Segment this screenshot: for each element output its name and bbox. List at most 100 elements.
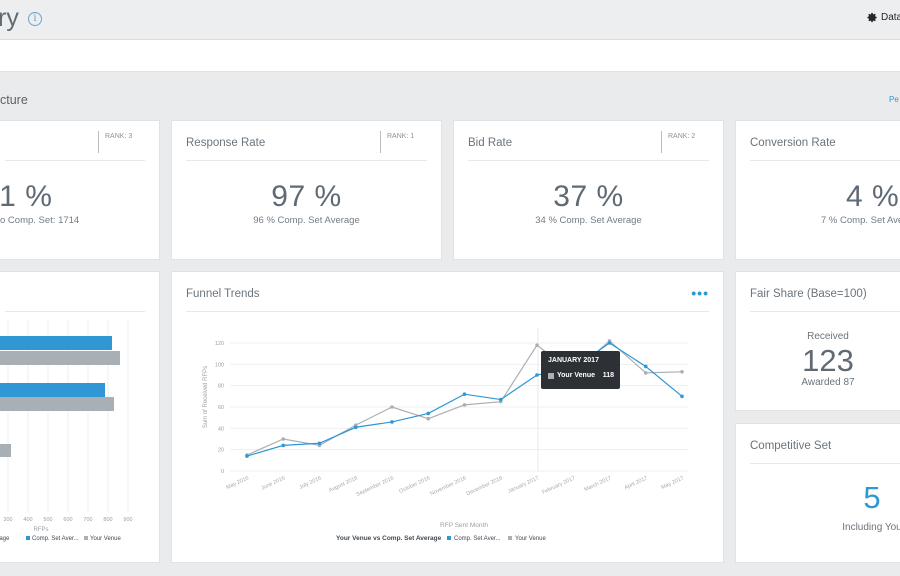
page-title: ry <box>0 4 19 32</box>
section-link[interactable]: Pe <box>889 95 899 104</box>
rank-badge: RANK: 1 <box>380 131 414 153</box>
more-horizontal-icon[interactable]: ••• <box>691 285 709 301</box>
legend-item: Your Venue <box>515 536 546 542</box>
legend-swatch-comp-set <box>26 536 30 540</box>
data-point <box>680 370 684 374</box>
data-point <box>462 392 467 396</box>
bar-your-venue-2 <box>0 397 114 411</box>
card-divider <box>186 160 427 161</box>
legend-item: verage <box>0 536 10 542</box>
tooltip-title: JANUARY 2017 <box>548 357 599 364</box>
kpi-value: 51 % <box>0 180 53 213</box>
card-divider <box>750 463 900 464</box>
kpi-sub: 34 % Comp. Set Average <box>535 215 642 226</box>
kpi-value: 37 % <box>553 180 624 213</box>
rank-badge: RANK: 2 <box>661 131 695 153</box>
data-point <box>426 411 431 416</box>
gear-icon <box>867 12 877 23</box>
legend-title: Your Venue vs Comp. Set Average <box>336 535 442 542</box>
kpi-card-bid-rate: Bid Rate RANK: 2 37 % 34 % Comp. Set Ave… <box>453 120 724 260</box>
x-tick: 900 <box>123 517 132 523</box>
y-tick-label: 20 <box>218 448 224 454</box>
info-icon[interactable]: i <box>28 12 42 26</box>
x-tick: 600 <box>63 517 72 523</box>
rfp-bar-chart: 300 400 500 600 700 800 900 RFPs verage … <box>0 320 133 542</box>
y-tick-label: 0 <box>221 469 224 475</box>
kpi-title: Bid Rate <box>468 137 513 149</box>
bar-chart-x-ticks: 300 400 500 600 700 800 900 <box>3 517 132 523</box>
data-point <box>281 443 286 448</box>
card-divider <box>5 160 145 161</box>
rfp-bar-chart-card: 300 400 500 600 700 800 900 RFPs verage … <box>0 271 160 563</box>
kpi-title: Conversion Rate <box>750 137 836 149</box>
data-point <box>353 425 358 430</box>
fair-share-title: Fair Share (Base=100) <box>750 288 867 300</box>
x-axis-label: RFPs <box>34 527 49 533</box>
y-tick-label: 120 <box>215 341 224 347</box>
competitive-set-sub: Including You <box>842 522 900 533</box>
y-tick-label: 80 <box>218 384 224 390</box>
x-axis-label: RFP Sent Month <box>440 522 488 529</box>
kpi-title: Response Rate <box>186 137 266 149</box>
section-title: cture <box>0 93 28 107</box>
competitive-set-title: Competitive Set <box>750 440 832 452</box>
tooltip-label: Your Venue <box>557 372 595 379</box>
kpi-sub: o Comp. Set: 1714 <box>0 215 80 226</box>
fair-share-sub: Awarded 87 <box>801 377 855 388</box>
legend-swatch-comp-set <box>447 536 451 540</box>
x-tick-label: November 2016 <box>429 475 467 497</box>
fair-share-value: 123 <box>802 343 854 378</box>
x-tick-label: March 2017 <box>583 475 612 493</box>
chart-grid <box>230 342 688 472</box>
fair-share-label: Received <box>807 331 849 342</box>
chart-series <box>245 339 684 458</box>
x-tick-label: September 2016 <box>355 475 394 498</box>
y-tick-label: 60 <box>218 405 224 411</box>
chart-tooltip: JANUARY 2017 Your Venue 118 <box>541 351 620 389</box>
kpi-value: 4 % <box>846 180 900 213</box>
x-tick: 300 <box>3 517 12 523</box>
data-point <box>535 373 539 377</box>
data-menu-label: Data <box>881 12 900 23</box>
data-point <box>498 397 503 402</box>
legend-item: Comp. Set Aver... <box>32 536 79 542</box>
rank-badge: RANK: 3 <box>98 131 132 153</box>
x-tick-label: July 2016 <box>298 475 322 490</box>
tooltip-value: 118 <box>602 372 614 379</box>
x-tick-label: January 2017 <box>507 475 540 495</box>
x-tick-label: October 2016 <box>398 475 431 495</box>
x-tick-label: August 2016 <box>328 475 359 493</box>
data-point <box>245 454 249 458</box>
x-tick: 400 <box>23 517 32 523</box>
tooltip-swatch <box>548 373 554 379</box>
card-divider <box>186 311 709 312</box>
kpi-card-response-rate: Response Rate RANK: 1 97 % 96 % Comp. Se… <box>171 120 442 260</box>
x-tick: 500 <box>43 517 52 523</box>
data-point <box>426 416 431 421</box>
bar-comp-set-2 <box>0 383 105 397</box>
filter-bar <box>0 40 900 72</box>
legend-item: Comp. Set Aver... <box>454 536 501 542</box>
top-bar: ry i Data <box>0 0 900 40</box>
y-axis-ticks: 0 20 40 60 80 100 120 <box>215 341 224 475</box>
data-point <box>390 405 394 409</box>
x-tick: 800 <box>103 517 112 523</box>
card-divider <box>5 311 145 312</box>
x-tick-label: May 2017 <box>660 475 684 491</box>
x-tick: 700 <box>83 517 92 523</box>
competitive-set-value[interactable]: 5 <box>863 480 881 515</box>
funnel-line-chart: 0 20 40 60 80 100 120 May 2016 June 2016 July 20… <box>203 328 688 542</box>
data-point <box>535 343 539 347</box>
legend-swatch-your-venue <box>84 536 88 540</box>
kpi-sub: 7 % Comp. Set Ave <box>821 215 900 226</box>
card-divider <box>750 311 900 312</box>
data-menu-button[interactable]: Data <box>867 12 900 23</box>
data-point <box>643 364 648 369</box>
x-axis-ticks: May 2016 June 2016 July 2016 August 2016Sep… <box>225 475 684 498</box>
data-point <box>317 441 322 446</box>
y-tick-label: 100 <box>215 362 224 368</box>
data-point <box>680 394 684 399</box>
x-tick-label: February 2017 <box>541 475 576 496</box>
kpi-value: 97 % <box>271 180 342 213</box>
kpi-card-conversion-rate: Conversion Rate 4 % 7 % Comp. Set Ave <box>735 120 900 260</box>
